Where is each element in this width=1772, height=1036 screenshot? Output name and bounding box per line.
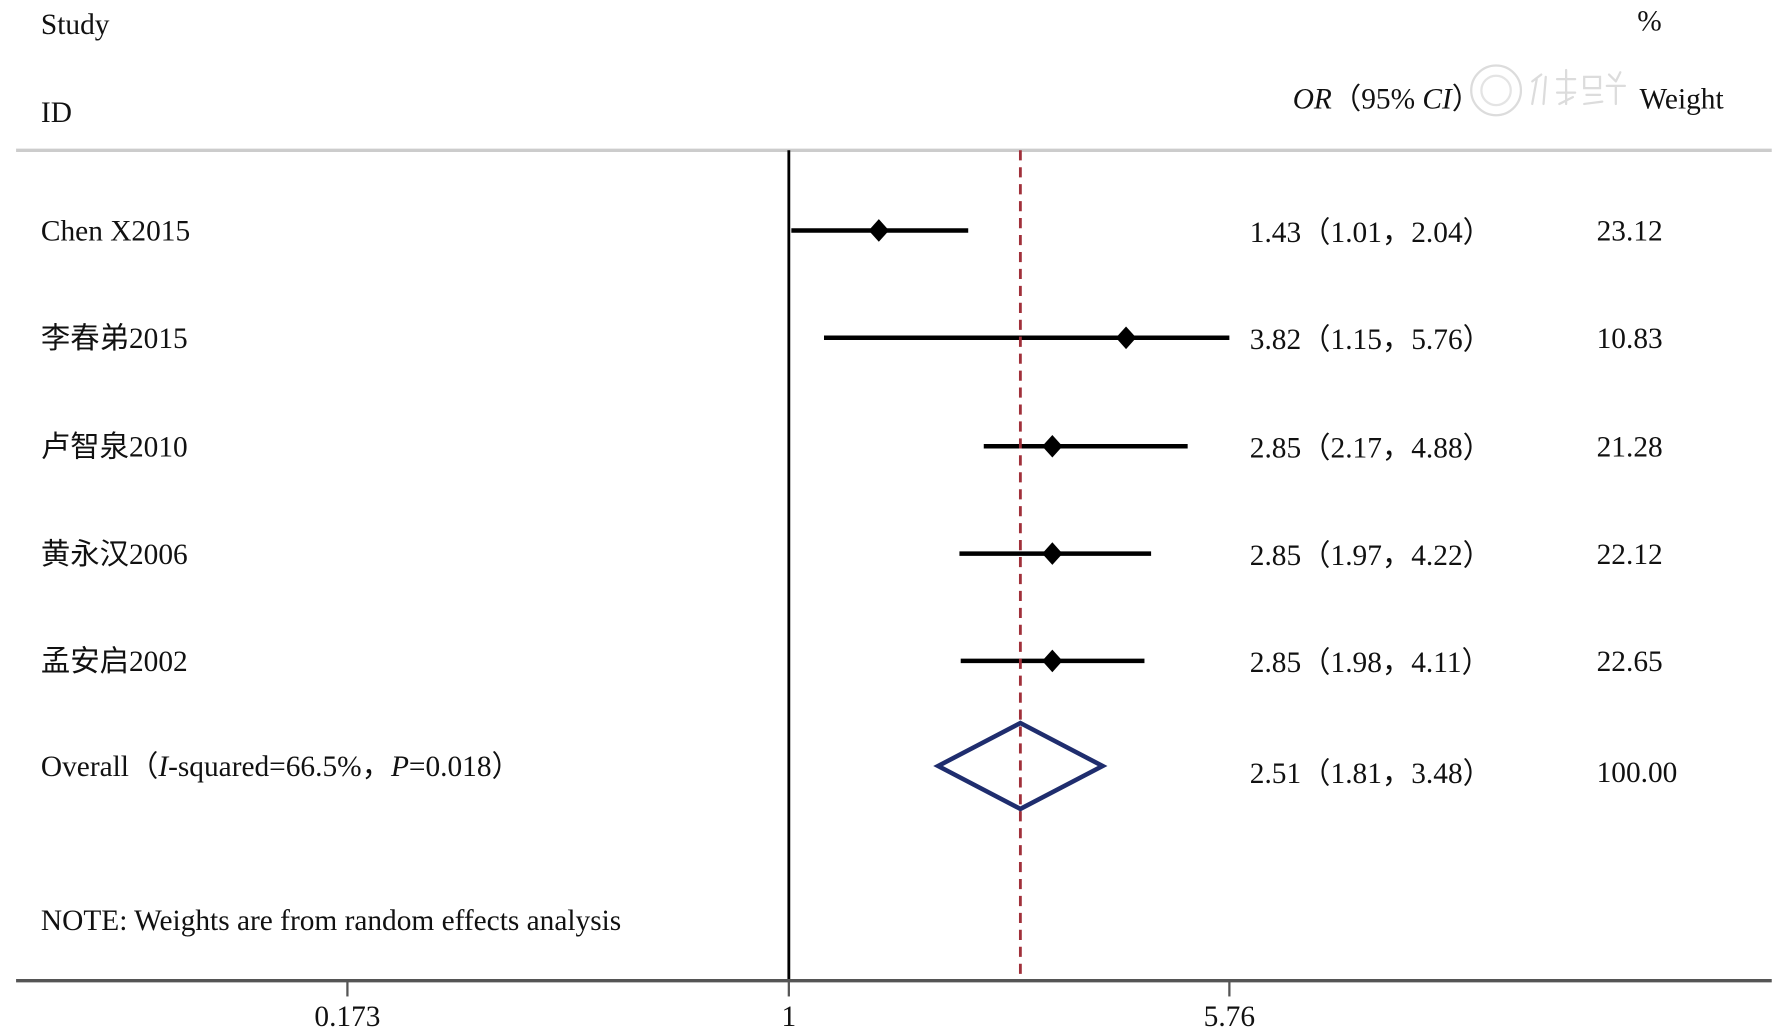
or-ci-value: 2.85（2.17，4.88）	[1250, 433, 1492, 465]
weight-value: 22.12	[1597, 539, 1663, 571]
study-name: 卢智泉2010	[41, 430, 188, 463]
weight-value: 22.65	[1597, 646, 1663, 678]
point-estimate-marker	[1042, 542, 1063, 565]
weight-value: 10.83	[1597, 323, 1663, 355]
study-name: 黄永汉2006	[41, 538, 188, 571]
ci-italic: CI	[1422, 83, 1453, 115]
study-name: 孟安启2002	[41, 645, 188, 678]
or-italic: OR	[1293, 83, 1332, 115]
or-ci-value: 1.43（1.01，2.04）	[1250, 217, 1492, 249]
study-row: 卢智泉2010 2.85（2.17，4.88） 21.28	[41, 430, 1663, 464]
point-estimate-marker	[868, 219, 889, 242]
overall-prefix: Overall（	[41, 751, 158, 783]
x-tick-label: 5.76	[1204, 1001, 1255, 1033]
point-estimate-marker	[1115, 326, 1137, 350]
or-ci-value: 2.85（1.98，4.11）	[1250, 647, 1491, 679]
note-text: NOTE: Weights are from random effects an…	[41, 905, 621, 937]
x-tick-label: 1	[781, 1001, 796, 1033]
overall-label: Overall（I-squared=66.5%，P=0.018）	[41, 751, 521, 783]
header-weight: Weight	[1640, 83, 1724, 115]
overall-isq: -squared=66.5%，	[168, 751, 391, 783]
header-or-ci: OR（95% CI）	[1293, 83, 1481, 115]
study-row: Chen X2015 1.43（1.01，2.04） 23.12	[41, 216, 1663, 249]
overall-diamond	[933, 720, 1108, 812]
study-name: Chen X2015	[41, 216, 190, 248]
overall-pval: =0.018）	[409, 751, 521, 783]
x-tick-label: 0.173	[314, 1001, 380, 1033]
study-row: 黄永汉2006 2.85（1.97，4.22） 22.12	[41, 538, 1663, 572]
point-estimate-marker	[1042, 434, 1063, 458]
weight-value: 23.12	[1597, 216, 1663, 248]
point-estimate-marker	[1042, 649, 1063, 673]
or-open: （95%	[1332, 83, 1423, 115]
header-id: ID	[41, 97, 72, 129]
or-close: ）	[1452, 83, 1481, 115]
study-row: 孟安启2002 2.85（1.98，4.11） 22.65	[41, 645, 1663, 679]
study-name: 李春弟2015	[41, 322, 188, 355]
study-row: 李春弟2015 3.82（1.15，5.76） 10.83	[41, 322, 1663, 356]
p-italic: P	[390, 751, 409, 783]
overall-weight: 100.00	[1597, 757, 1678, 789]
watermark-logo	[1470, 64, 1627, 117]
overall-or-ci: 2.51（1.81，3.48）	[1250, 758, 1492, 790]
weight-value: 21.28	[1597, 431, 1663, 463]
i-italic: I	[157, 751, 169, 783]
or-ci-value: 3.82（1.15，5.76）	[1250, 324, 1492, 356]
or-ci-value: 2.85（1.97，4.22）	[1250, 540, 1492, 572]
header-percent: %	[1637, 6, 1661, 38]
header-study: Study	[41, 9, 110, 41]
